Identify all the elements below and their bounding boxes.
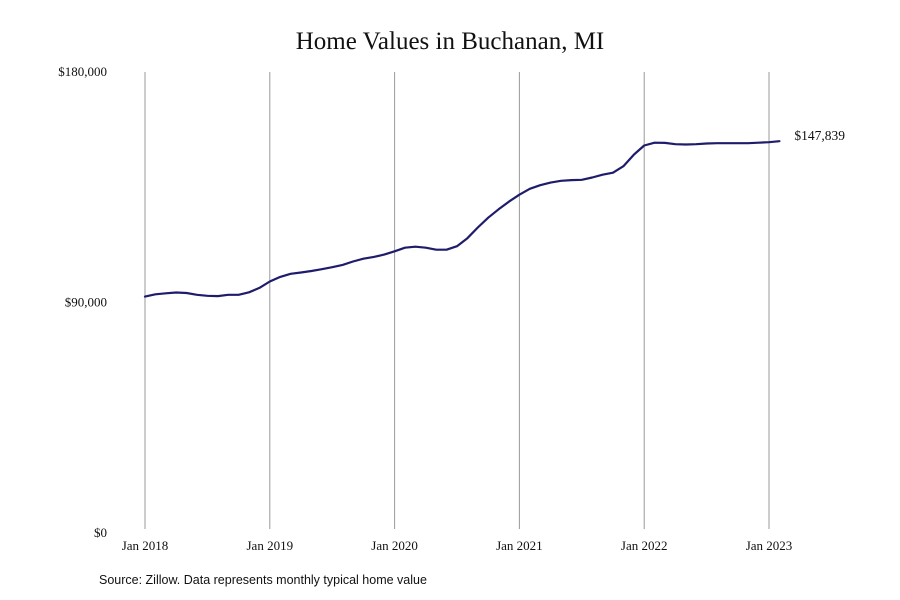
x-tick-label: Jan 2019 [247,538,294,553]
vertical-gridlines [144,72,770,529]
source-note: Source: Zillow. Data represents monthly … [99,573,427,587]
y-tick-label: $90,000 [65,295,107,310]
x-tick-label: Jan 2018 [122,538,169,553]
x-tick-label: Jan 2020 [371,538,418,553]
x-tick-label: Jan 2021 [496,538,543,553]
x-tick-label: Jan 2023 [746,538,793,553]
home-value-line [143,140,781,298]
y-tick-label: $180,000 [58,64,107,79]
chart-title: Home Values in Buchanan, MI [295,28,605,55]
y-axis-tick-labels: $0 $90,000 $180,000 [58,64,107,540]
end-value-label: $147,839 [794,128,845,143]
x-axis-tick-labels: Jan 2018 Jan 2019 Jan 2020 Jan 2021 Jan 2022… [122,538,793,553]
x-tick-label: Jan 2022 [621,538,668,553]
y-tick-label: $0 [94,525,107,540]
